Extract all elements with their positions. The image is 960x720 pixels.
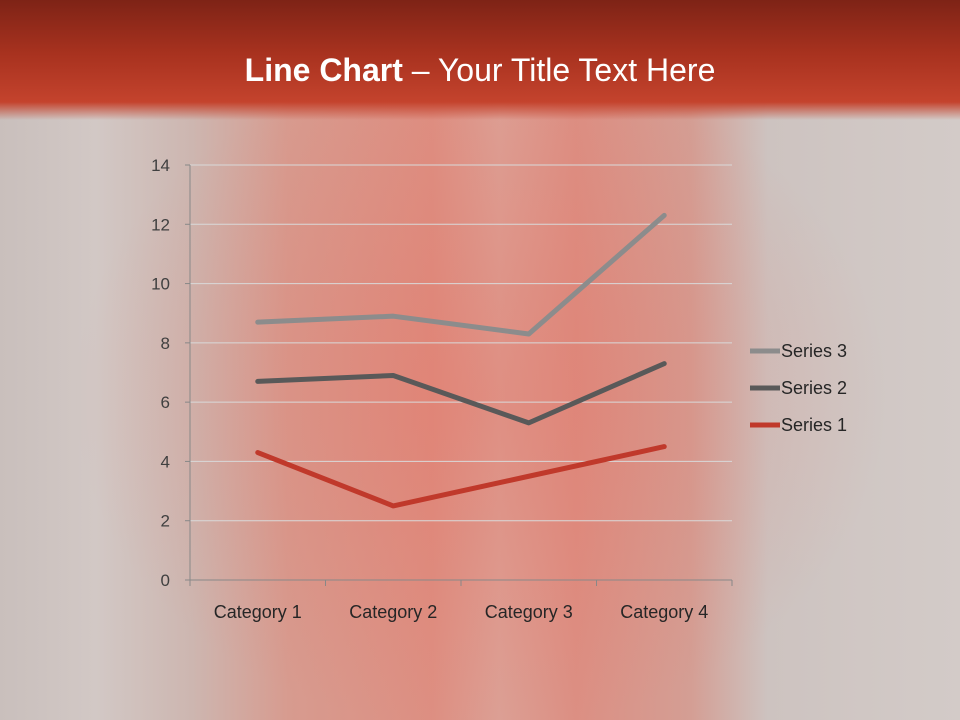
x-tick-label: Category 1 (214, 602, 302, 622)
title-bold: Line Chart (244, 52, 403, 88)
series-line-1 (255, 444, 667, 509)
series-line-2 (255, 361, 667, 426)
series-line-3 (255, 212, 667, 337)
y-tick-label: 2 (161, 512, 170, 531)
title-rest: – Your Title Text Here (402, 52, 716, 88)
y-tick-label: 4 (161, 452, 170, 471)
title-bar (0, 0, 960, 120)
y-tick-label: 12 (151, 215, 170, 234)
y-tick-label: 10 (151, 275, 170, 294)
x-tick-label: Category 3 (485, 602, 573, 622)
legend-label: Series 2 (781, 378, 847, 398)
x-tick-label: Category 2 (349, 602, 437, 622)
y-tick-label: 8 (161, 334, 170, 353)
legend-label: Series 3 (781, 341, 847, 361)
y-tick-label: 0 (161, 571, 170, 590)
x-tick-label: Category 4 (620, 602, 708, 622)
slide-title: Line Chart – Your Title Text Here (0, 52, 960, 89)
y-tick-label: 14 (151, 156, 170, 175)
legend-label: Series 1 (781, 415, 847, 435)
y-tick-label: 6 (161, 393, 170, 412)
